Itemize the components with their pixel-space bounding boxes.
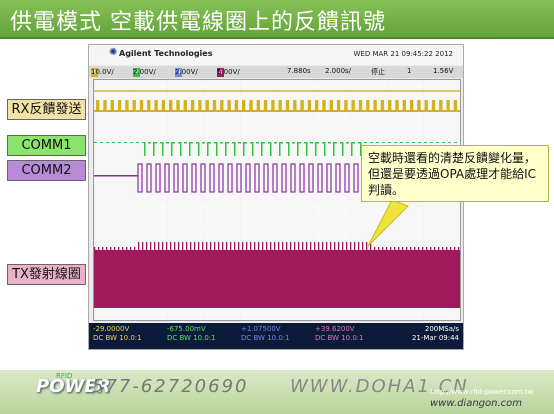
trigger-level: 1.56V [433, 67, 454, 75]
channel-1-offset: -29.0000V [93, 325, 130, 333]
channel-3-readout: +1.07500V DC BW 10.0:1 [241, 325, 290, 343]
title-bar: 供電模式 空載供電線圈上的反饋訊號 [0, 0, 554, 39]
comm2-label: COMM2 [7, 160, 86, 181]
trigger-source: 1 [407, 67, 412, 75]
agilent-logo-icon: ✺ [109, 47, 118, 58]
channel-2-number: 2 [133, 68, 140, 77]
rx-waveform [94, 90, 460, 112]
watermark-phone: 577-62720690 [92, 376, 249, 397]
channel-2-coupling: DC BW 10.0:1 [167, 334, 216, 342]
bottom-banner [0, 370, 554, 414]
power-logo: POWER [36, 376, 111, 397]
annotation-callout: 空載時還看的清楚反饋變化量，但還是要透過OPA處理才能給IC判讀。 [361, 145, 549, 202]
small-url: http://www.rfid-power.com.tw [430, 388, 534, 396]
callout-pointer [367, 199, 409, 247]
comm1-label: COMM1 [7, 135, 86, 156]
channel-2-scale: 2.00V/ [133, 68, 156, 76]
scope-brand: Agilent Technologies [119, 49, 213, 58]
channel-3-number: 3 [175, 68, 182, 77]
channel-4-scale: 5.00V/ [217, 68, 240, 76]
acquisition-readout: 200MSa/s 21-Mar 09:44 [401, 325, 459, 343]
tx-waveform [94, 242, 460, 308]
channel-4-coupling: DC BW 10.0:1 [315, 334, 364, 342]
channel-3-offset: +1.07500V [241, 325, 281, 333]
channel-2-offset: -675.00mV [167, 325, 206, 333]
tx-label: TX發射線圈 [7, 264, 86, 285]
acquisition-timestamp: 21-Mar 09:44 [411, 334, 459, 342]
scope-header: ✺ Agilent Technologies WED MAR 21 09:45:… [89, 45, 463, 65]
channel-4-offset: +39.6200V [315, 325, 355, 333]
channel-4-number: 4 [217, 68, 224, 77]
slide-title: 供電模式 空載供電線圈上的反饋訊號 [10, 10, 386, 35]
channel-3-coupling: DC BW 10.0:1 [241, 334, 290, 342]
scope-footer: -29.0000V DC BW 10.0:1 -675.00mV DC BW 10.… [89, 323, 463, 349]
channel-1-scale: 10.0V/ [91, 68, 114, 76]
main-url: www.diangon.com [430, 398, 523, 409]
rx-label: RX反饋發送 [7, 99, 86, 120]
time-scale: 2.000s/ [325, 67, 352, 75]
channel-1-readout: -29.0000V DC BW 10.0:1 [93, 325, 142, 343]
sample-rate: 200MSa/s [424, 325, 459, 333]
scope-datetime: WED MAR 21 09:45:22 2012 [353, 50, 454, 58]
channel-1-coupling: DC BW 10.0:1 [93, 334, 142, 342]
logo-small-text: RFID [56, 372, 73, 380]
channel-4-readout: +39.6200V DC BW 10.0:1 [315, 325, 364, 343]
time-offset: 7.880s [287, 67, 311, 75]
channel-1-number: 1 [91, 68, 98, 77]
run-state: 停止 [371, 68, 385, 76]
comm1-waveform [94, 142, 457, 156]
channel-bar: 1 10.0V/ 2 2.00V/ 3 2.00V/ 4 5.00V/ 7.880s 2… [89, 66, 463, 78]
watermark-site: WWW.DOHA1.CN [290, 376, 469, 397]
channel-2-readout: -675.00mV DC BW 10.0:1 [167, 325, 216, 343]
channel-3-scale: 2.00V/ [175, 68, 198, 76]
